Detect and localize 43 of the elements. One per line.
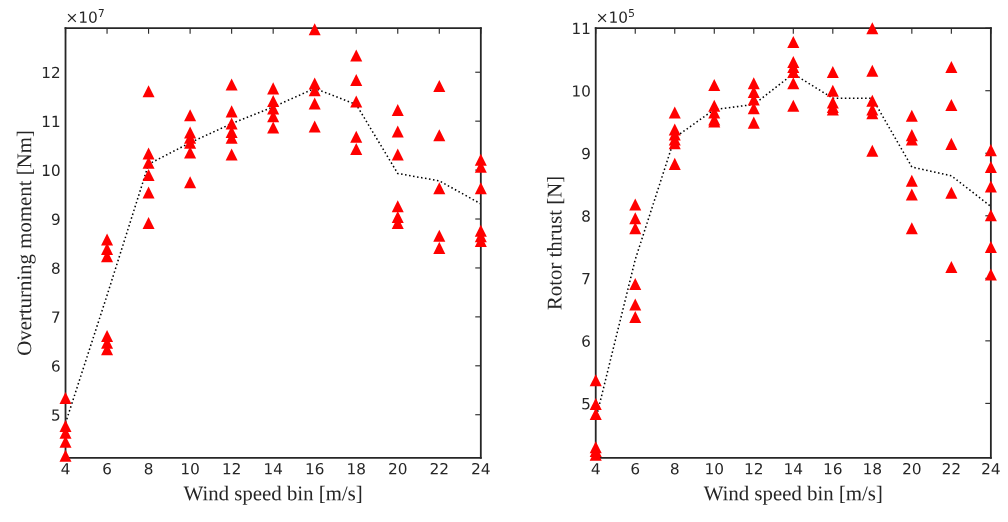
text: ×10$^{7}$ (67, 9, 104, 23)
x-tick-label: 12 (223, 462, 240, 475)
y-tick-label: 10 (573, 85, 590, 97)
x-tick-label: 22 (430, 462, 448, 475)
x-tick-label: 24 (982, 462, 1000, 475)
x-tick-label: 20 (903, 462, 921, 475)
y-tick-label: 6 (582, 335, 590, 347)
y-tick-label: 5 (52, 409, 60, 421)
x-tick-label: 14 (785, 463, 803, 475)
x-tick-label: 14 (265, 463, 283, 475)
y-tick-label: 8 (51, 262, 60, 274)
x-tick-label: 24 (472, 462, 490, 475)
y-tick-label: 7 (52, 311, 60, 323)
x-tick-label: 16 (306, 462, 324, 475)
y-tick-label: 10 (42, 164, 60, 177)
y-tick-label: 9 (51, 213, 60, 226)
y-tick-label: 11 (573, 22, 590, 34)
x-tick-label: 6 (103, 462, 111, 475)
x-tick-label: 6 (631, 462, 640, 475)
y-tick-label: 5 (582, 398, 590, 410)
y-tick-label: 12 (42, 66, 60, 79)
y-axis-title: Overturning moment [Nm] (16, 131, 36, 355)
y-tick-label: 8 (582, 210, 590, 222)
x-tick-label: 4 (61, 463, 70, 475)
x-tick-label: 10 (182, 462, 199, 475)
text: ×10$^{5}$ (597, 9, 634, 23)
x-tick-label: 22 (942, 462, 960, 475)
x-tick-label: 20 (389, 462, 407, 475)
x-tick-label: 12 (745, 462, 762, 475)
x-tick-label: 8 (144, 462, 153, 475)
y-tick-label: 9 (582, 147, 590, 160)
x-tick-label: 18 (348, 462, 365, 475)
x-axis-title: Wind speed bin [m/s] (703, 485, 882, 505)
y-tick-label: 6 (52, 360, 60, 372)
x-tick-label: 18 (864, 462, 881, 475)
y-tick-label: 7 (582, 272, 590, 285)
y-tick-label: 11 (42, 115, 60, 127)
x-tick-label: 8 (670, 462, 679, 475)
y-axis-title: Rotor thrust [N] (546, 177, 565, 310)
x-tick-label: 16 (824, 462, 842, 475)
x-tick-label: 10 (706, 462, 723, 475)
x-tick-label: 4 (591, 463, 600, 475)
x-axis-title: Wind speed bin [m/s] (183, 485, 362, 505)
